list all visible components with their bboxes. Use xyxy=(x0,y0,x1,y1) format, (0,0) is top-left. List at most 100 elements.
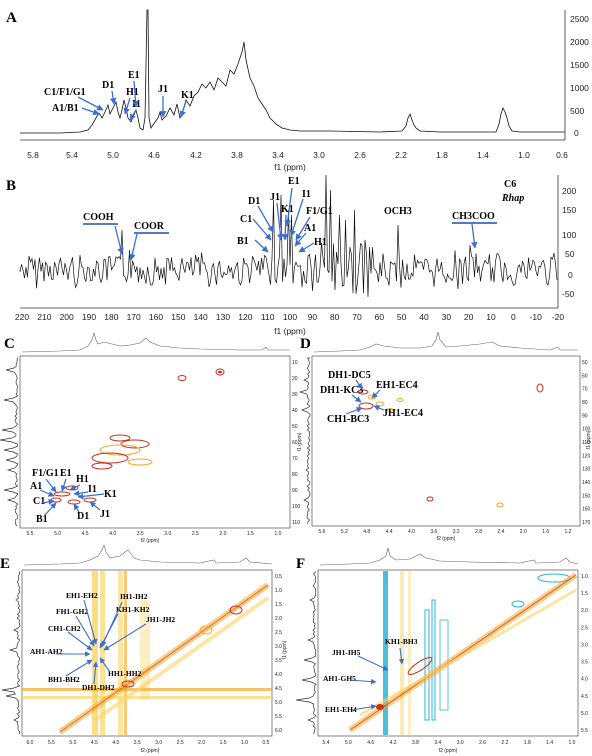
panel-c-ylabel: f1 (ppm) xyxy=(297,432,303,451)
arrow xyxy=(371,389,381,399)
contour-band xyxy=(22,688,272,691)
panel-a-letter: A xyxy=(6,10,17,26)
panel-d-letter: D xyxy=(300,336,311,352)
panel-b-xtick: 20 xyxy=(464,312,474,322)
diagonal xyxy=(359,588,577,717)
panel-c-label: C1 xyxy=(33,496,45,507)
panel-e-labels: EH1-EH2 FH1-GH2 IH1-IH2 KH1-KH2 JH1-JH2 … xyxy=(30,591,175,692)
panel-b-xtick: 130 xyxy=(216,312,230,322)
contour xyxy=(91,462,113,470)
panel-f-letter: F xyxy=(296,556,305,572)
panel-e-ytick: 1.5 xyxy=(275,602,282,608)
panel-d-ylabel: f1 (ppm) xyxy=(586,430,592,449)
panel-e: E EH1-EH2 FH1-GH2 IH1-IH2 KH1-KH2 JH1-JH… xyxy=(0,544,288,754)
panel-d-ytick: 150 xyxy=(582,493,591,499)
contour xyxy=(91,452,129,464)
panel-b-ytick: 200 xyxy=(562,186,576,196)
panel-b-ytick: 100 xyxy=(562,230,576,240)
panel-a-ytick: 0 xyxy=(574,128,579,138)
panel-d-arrows xyxy=(345,379,385,415)
panel-c-letter: C xyxy=(4,336,15,352)
panel-f-label: EH1-EH4 xyxy=(325,705,357,714)
panel-d-xtick: 1.2 xyxy=(565,529,572,535)
panel-b-label-c1: C1 xyxy=(240,214,252,225)
panel-b-label-h1: H1 xyxy=(314,237,327,248)
panel-f-frame xyxy=(317,569,579,737)
arrow xyxy=(355,379,363,390)
arrow xyxy=(295,216,311,241)
panel-e-label: KH1-KH2 xyxy=(116,605,150,614)
panel-b-xtick: 210 xyxy=(37,312,51,322)
panel-e-ytick: 2.5 xyxy=(275,630,282,636)
contour-band xyxy=(118,571,123,735)
panel-c-label: K1 xyxy=(104,489,117,500)
panel-d-label: CH1-BC3 xyxy=(327,414,369,425)
panel-f-top-projection xyxy=(319,547,579,566)
panel-e-label: IH1-IH2 xyxy=(120,592,148,601)
panel-d-label: JH1-EC4 xyxy=(383,408,423,419)
arrow xyxy=(132,80,139,108)
panel-b-xtick: 0 xyxy=(511,312,516,322)
panel-f-ytick: 5.0 xyxy=(581,711,588,717)
arrow xyxy=(294,232,307,247)
arrow xyxy=(345,407,363,415)
contour-band xyxy=(140,600,150,700)
contour xyxy=(99,444,141,456)
panel-b-label-c6: C6 xyxy=(504,179,516,190)
panel-e-label: FH1-GH2 xyxy=(56,607,88,616)
arrow xyxy=(351,704,377,711)
arrow xyxy=(60,478,67,492)
panel-b-xtick: 160 xyxy=(149,312,163,322)
panel-a-xtick: 3.0 xyxy=(313,150,325,160)
panel-a-xticks: 5.8 5.4 5.0 4.6 4.2 3.8 3.4 3.0 2.6 2.2 … xyxy=(27,150,568,172)
panel-f-ytick: 4.5 xyxy=(581,694,588,700)
panel-f-xtick: 5.0 xyxy=(345,740,352,746)
panel-c-xtick: 1.0 xyxy=(275,531,282,537)
panel-d-ytick: 70 xyxy=(582,387,588,393)
panel-c-xtick: 2.0 xyxy=(219,531,226,537)
panel-f-labels: KH1-BH3 JH1-IH5 AH1-GH5 EH1-EH4 xyxy=(323,637,418,714)
panel-e-arrows xyxy=(56,599,147,685)
panel-b-xtick: 100 xyxy=(283,312,297,322)
contour xyxy=(127,458,153,466)
panel-c-label: B1 xyxy=(36,514,48,525)
panel-e-xtick: 4.0 xyxy=(112,740,119,746)
panel-a-label-h: H1 xyxy=(126,87,139,98)
panel-e-xtick: 2.0 xyxy=(198,740,205,746)
arrow xyxy=(77,96,104,111)
panel-f-label: JH1-IH5 xyxy=(332,648,361,657)
arrow xyxy=(67,631,93,651)
panel-d-xtick: 5.2 xyxy=(341,529,348,535)
diagonal xyxy=(59,584,269,733)
arrow xyxy=(284,187,293,227)
panel-b-label-fg1: F1/G1 xyxy=(306,206,333,217)
panel-c-ytick: 30 xyxy=(292,392,298,398)
contour xyxy=(53,491,71,497)
panel-d-xtick: 2.4 xyxy=(497,529,504,535)
arrow xyxy=(45,478,57,493)
diagonal xyxy=(349,574,577,731)
panel-b-xtick: 220 xyxy=(15,312,29,322)
panel-c-label: F1/G1 xyxy=(32,468,59,479)
arrow xyxy=(99,657,111,673)
arrow xyxy=(281,214,289,241)
panel-b-label-j1: J1 xyxy=(270,192,280,203)
panel-d-ytick: 170 xyxy=(582,520,591,526)
panel-e-label: DH1-DH2 xyxy=(82,683,115,692)
arrow xyxy=(89,501,101,511)
panel-e-ytick: 3.5 xyxy=(275,658,282,664)
panel-b-xtick: 150 xyxy=(171,312,185,322)
panel-b-label-i1: I1 xyxy=(302,189,311,200)
panel-d-contours xyxy=(357,383,544,508)
panel-d-xtick: 4.4 xyxy=(386,529,393,535)
panel-a: A 5.8 5.4 5.0 4.6 4.2 3.8 3.4 3.0 2.6 2.… xyxy=(6,9,589,172)
panel-f-xtick: 2.2 xyxy=(501,740,508,746)
panel-f-contours xyxy=(348,571,578,735)
panel-c-label: H1 xyxy=(76,474,89,485)
panel-b-ytick: -50 xyxy=(562,289,575,299)
panel-e-ytick: 5.0 xyxy=(275,700,282,706)
arrow xyxy=(349,678,377,685)
contour-band xyxy=(383,571,388,735)
panel-a-xtick: 1.4 xyxy=(477,150,489,160)
